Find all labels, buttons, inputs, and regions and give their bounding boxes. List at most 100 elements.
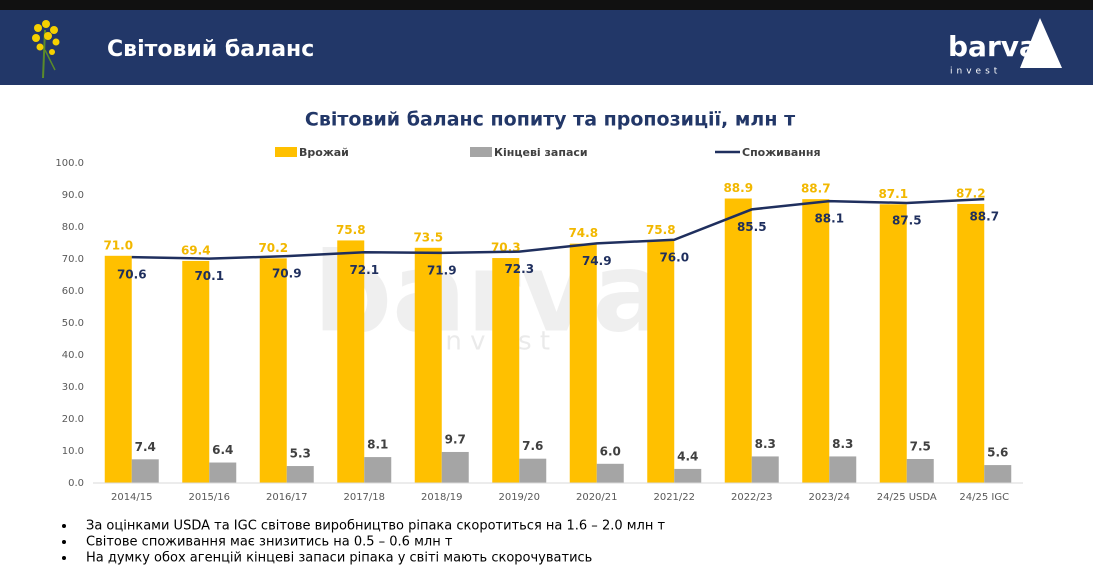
data-label: 88.1 — [814, 212, 844, 226]
bar — [337, 240, 365, 483]
header-band — [0, 10, 1093, 85]
data-label: 71.0 — [103, 238, 133, 252]
data-label: 76.0 — [659, 250, 689, 264]
data-label: 8.3 — [755, 437, 776, 451]
bar — [259, 258, 287, 483]
data-label: 71.9 — [427, 263, 457, 277]
legend-swatch — [470, 147, 492, 157]
data-label: 87.2 — [956, 186, 986, 200]
header-title: Світовий баланс — [107, 37, 314, 62]
data-label: 70.9 — [272, 267, 302, 281]
y-tick-label: 0.0 — [68, 478, 84, 489]
line — [131, 197, 985, 260]
data-label: 6.4 — [212, 443, 233, 457]
y-tick-label: 80.0 — [62, 222, 84, 233]
bar — [674, 468, 702, 483]
bar — [441, 451, 469, 483]
data-label: 5.6 — [987, 446, 1008, 460]
x-tick-label: 2020/21 — [576, 492, 618, 503]
data-label: 75.8 — [646, 223, 676, 237]
legend-swatch — [275, 147, 297, 157]
y-tick-label: 20.0 — [62, 414, 84, 425]
data-label: 5.3 — [290, 447, 311, 461]
bar — [829, 456, 857, 483]
data-label: 70.1 — [194, 269, 224, 283]
bar — [414, 247, 442, 483]
bullet-dot — [62, 524, 66, 528]
data-label: 9.7 — [445, 432, 466, 446]
data-label: 7.5 — [910, 440, 931, 454]
legend-label: Споживання — [742, 146, 821, 159]
x-tick-label: 2019/20 — [498, 492, 540, 503]
data-label: 74.9 — [582, 254, 612, 268]
y-tick-label: 30.0 — [62, 382, 84, 393]
data-label: 87.1 — [878, 187, 908, 201]
y-tick-label: 40.0 — [62, 350, 84, 361]
x-tick-label: 2017/18 — [343, 492, 385, 503]
bar — [131, 459, 159, 483]
logo-sail — [1020, 18, 1062, 68]
bullet-text: За оцінками USDA та IGC світове виробниц… — [86, 519, 665, 534]
bullet-dot — [62, 556, 66, 560]
data-label: 6.0 — [600, 444, 621, 458]
bar — [957, 203, 985, 483]
y-tick-label: 100.0 — [55, 158, 84, 169]
bar — [519, 458, 547, 483]
top-strip — [0, 0, 1093, 10]
data-label: 72.3 — [504, 262, 534, 276]
x-tick-label: 2018/19 — [421, 492, 463, 503]
data-label: 88.7 — [969, 210, 999, 224]
data-label: 70.6 — [117, 268, 147, 282]
data-label: 4.4 — [677, 449, 698, 463]
data-label: 72.1 — [349, 263, 379, 277]
bar — [724, 198, 752, 483]
bar — [906, 459, 934, 483]
bar — [209, 462, 237, 483]
x-tick-label: 2021/22 — [653, 492, 695, 503]
bar — [286, 466, 314, 483]
legend-label: Кінцеві запаси — [494, 146, 588, 159]
bar — [879, 204, 907, 483]
bar — [647, 240, 675, 483]
legend-label: Врожай — [299, 146, 349, 159]
bar — [802, 199, 830, 483]
data-label: 70.2 — [258, 241, 288, 255]
data-label: 88.9 — [723, 181, 753, 195]
y-tick-label: 90.0 — [62, 190, 84, 201]
bar — [182, 260, 210, 483]
watermark-sub: i n v e s t — [430, 327, 550, 357]
logo-sub: invest — [950, 67, 1001, 77]
bar — [104, 255, 132, 483]
data-label: 73.5 — [413, 230, 443, 244]
bullets: За оцінками USDA та IGC світове виробниц… — [62, 519, 665, 566]
bar — [751, 456, 779, 483]
data-label: 8.3 — [832, 437, 853, 451]
flower-icon — [32, 20, 60, 79]
y-tick-label: 60.0 — [62, 286, 84, 297]
data-label: 74.8 — [568, 226, 598, 240]
data-label: 8.1 — [367, 438, 388, 452]
data-label: 75.8 — [336, 223, 366, 237]
x-tick-label: 24/25 USDA — [877, 492, 937, 503]
bullet-text: На думку обох агенцій кінцеві запаси ріп… — [86, 551, 592, 566]
data-label: 7.4 — [135, 440, 156, 454]
data-label: 87.5 — [892, 214, 922, 228]
x-tick-label: 2016/17 — [266, 492, 308, 503]
x-tick-label: 24/25 IGC — [959, 492, 1009, 503]
watermark: barva — [313, 228, 666, 356]
bar — [492, 258, 520, 483]
bar — [596, 463, 624, 483]
data-label: 69.4 — [181, 243, 211, 257]
logo: barva — [948, 30, 1038, 63]
x-tick-label: 2023/24 — [808, 492, 850, 503]
bullet-dot — [62, 540, 66, 544]
data-label: 85.5 — [737, 220, 767, 234]
bar — [364, 457, 392, 483]
bullet-text: Світове споживання має знизитись на 0.5 … — [86, 535, 453, 550]
y-tick-label: 10.0 — [62, 446, 84, 457]
data-label: 88.7 — [801, 182, 831, 196]
x-tick-label: 2015/16 — [188, 492, 230, 503]
chart-title: Світовий баланс попиту та пропозиції, мл… — [305, 109, 795, 131]
